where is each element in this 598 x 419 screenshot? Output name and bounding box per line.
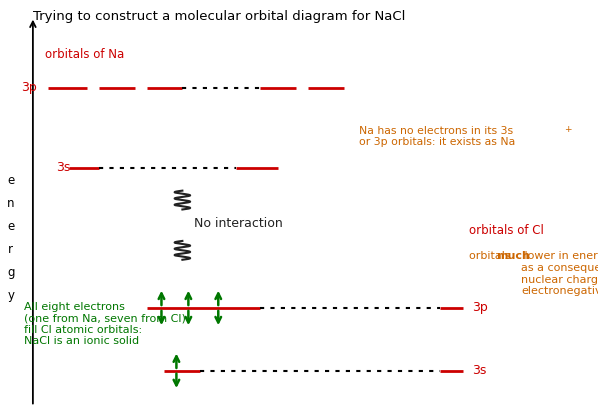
Text: +: + bbox=[565, 125, 572, 134]
Text: lower in energy
as a consequence of greater
nuclear charge (greater
electronegat: lower in energy as a consequence of grea… bbox=[521, 251, 598, 296]
Text: r: r bbox=[8, 243, 13, 256]
Text: No interaction: No interaction bbox=[194, 217, 283, 230]
Text: 3s: 3s bbox=[56, 161, 70, 174]
Text: much: much bbox=[496, 251, 530, 261]
Text: n: n bbox=[7, 197, 14, 210]
Text: 3p: 3p bbox=[472, 301, 488, 315]
Text: Na has no electrons in its 3s
or 3p orbitals: it exists as Na: Na has no electrons in its 3s or 3p orbi… bbox=[359, 126, 515, 147]
Text: e: e bbox=[7, 220, 14, 233]
Text: orbitals of Cl: orbitals of Cl bbox=[469, 224, 544, 237]
Text: Trying to construct a molecular orbital diagram for NaCl: Trying to construct a molecular orbital … bbox=[33, 10, 405, 23]
Text: orbitals of Na: orbitals of Na bbox=[45, 48, 124, 61]
Text: e: e bbox=[7, 173, 14, 187]
Text: y: y bbox=[7, 289, 14, 302]
Text: g: g bbox=[7, 266, 14, 279]
Text: All eight electrons
(one from Na, seven from Cl)
fill Cl atomic orbitals:
NaCl i: All eight electrons (one from Na, seven … bbox=[24, 302, 186, 347]
Text: orbitals: orbitals bbox=[469, 251, 514, 261]
Text: 3s: 3s bbox=[472, 364, 487, 378]
Text: 3p: 3p bbox=[22, 81, 37, 95]
